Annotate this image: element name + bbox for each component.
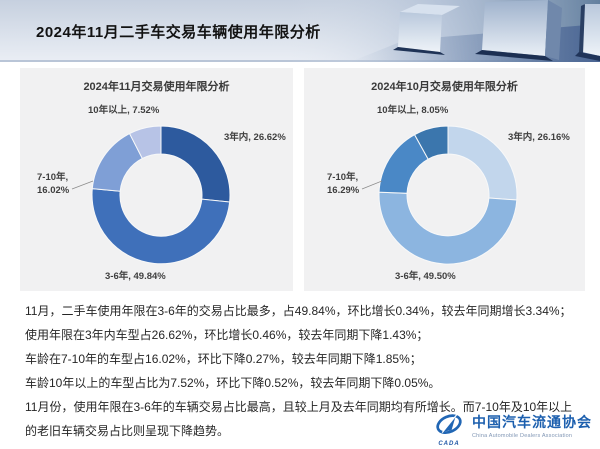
donut-slice-3-6年 <box>378 191 518 265</box>
slice-label-over10: 10年以上, 7.52% <box>88 105 160 116</box>
cada-name-cn: 中国汽车流通协会 <box>472 414 592 430</box>
cada-logo: CADA 中国汽车流通协会 China Automobile Dealers A… <box>430 412 592 447</box>
chart-title-october: 2024年10月交易使用年限分析 <box>371 81 518 93</box>
slice-label-under3: 3年内, 26.16% <box>508 132 570 143</box>
chart-panel-november: 2024年11月交易使用年限分析 3年内, 26.62% 3-6年, 49.84… <box>20 68 293 291</box>
donut-slice-3年内 <box>160 125 231 203</box>
cada-name-en: China Automobile Dealers Association <box>472 433 573 439</box>
page-title: 2024年11月二手车交易车辆使用年限分析 <box>36 24 321 41</box>
donut-slice-10年以上 <box>413 125 449 160</box>
donut-chart-november <box>91 125 231 265</box>
chart-panel-october: 2024年10月交易使用年限分析 3年内, 26.16% 3-6年, 49.50… <box>304 68 585 291</box>
slice-label-7to10: 7-10年, 16.29% <box>327 172 360 196</box>
cubes-decoration-image <box>290 0 600 62</box>
analysis-text: 11月，二手车使用年限在3-6年的交易占比最多，占49.84%，环比增长0.34… <box>25 299 581 443</box>
analysis-line-5: 11月份，使用年限在3-6年的车辆交易占比最高，且较上月及去年同期均有所增长。而… <box>25 400 573 438</box>
analysis-line-3: 车龄在7-10年的车型占16.02%，环比下降0.27%，较去年同期下降1.85… <box>25 352 422 366</box>
slice-label-3to6: 3-6年, 49.50% <box>395 271 456 282</box>
donut-slice-10年以上 <box>128 125 162 160</box>
chart-title-november: 2024年11月交易使用年限分析 <box>83 81 230 93</box>
donut-slice-3年内 <box>447 125 518 201</box>
analysis-line-2: 使用年限在3年内车型占26.62%，环比增长0.46%，较去年同期下降1.43%… <box>25 328 429 342</box>
cada-logo-icon <box>436 414 462 435</box>
donut-chart-october <box>378 125 518 265</box>
slice-label-3to6: 3-6年, 49.84% <box>105 271 166 282</box>
slice-label-under3: 3年内, 26.62% <box>224 132 286 143</box>
donut-slice-3-6年 <box>91 188 231 265</box>
cada-logo-mark: CADA <box>430 412 468 447</box>
slice-label-7to10: 7-10年, 16.02% <box>37 172 70 196</box>
cada-logo-text: 中国汽车流通协会 China Automobile Dealers Associ… <box>472 412 592 439</box>
analysis-line-4: 车龄10年以上的车型占比为7.52%，环比下降0.52%，较去年同期下降0.05… <box>25 376 441 390</box>
cada-wordmark: CADA <box>438 441 460 447</box>
analysis-line-1: 11月，二手车使用年限在3-6年的交易占比最多，占49.84%，环比增长0.34… <box>25 304 572 318</box>
slice-label-over10: 10年以上, 8.05% <box>377 105 449 116</box>
header-banner: 2024年11月二手车交易车辆使用年限分析 <box>0 0 600 62</box>
